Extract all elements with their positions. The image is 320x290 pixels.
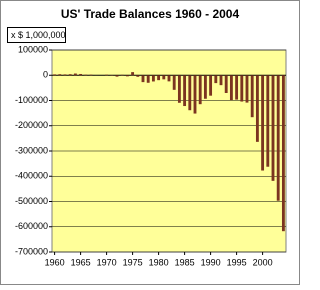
bar [261,75,264,170]
x-tick-label: 1980 [149,257,169,267]
y-tick-label: -700000 [15,246,48,256]
bar [277,75,280,200]
bar [126,75,129,76]
x-tick-label: 1985 [175,257,195,267]
x-tick-label: 1970 [97,257,117,267]
bar [69,74,72,75]
unit-label: x $ 1,000,000 [11,30,66,40]
bar [136,75,139,77]
bar [204,75,207,99]
bar [90,75,93,76]
bar [142,75,145,82]
bar [230,75,233,100]
chart: US' Trade Balances 1960 - 2004 x $ 1,000… [0,0,300,285]
bar [147,75,150,83]
bar [131,72,134,75]
bar [162,75,165,79]
y-tick-label: -200000 [15,120,48,130]
y-tick-label: -600000 [15,221,48,231]
bar [105,75,108,76]
bar [282,75,285,231]
bar [178,75,181,103]
bar [168,75,171,81]
x-tick-label: 1990 [201,257,221,267]
y-tick-label: 100000 [18,44,48,54]
y-tick-label: -300000 [15,145,48,155]
bar [58,74,61,75]
bar [53,74,56,75]
bar [251,75,254,117]
bar [64,74,67,75]
chart-title: US' Trade Balances 1960 - 2004 [61,7,240,21]
bar [235,75,238,99]
bar [152,75,155,81]
x-tick-label: 1975 [123,257,143,267]
bar [272,75,275,181]
y-tick-label: -400000 [15,171,48,181]
bar [173,75,176,90]
x-tick-label: 2000 [253,257,273,267]
bar [84,75,87,76]
bar [199,75,202,104]
bar [188,75,191,110]
bar [183,75,186,106]
y-tick-label: -100000 [15,95,48,105]
bar [246,75,249,102]
bar [116,75,119,76]
bar [214,75,217,83]
y-tick-label: -500000 [15,196,48,206]
y-tick-label: 0 [43,70,48,80]
x-tick-label: 1960 [45,257,65,267]
bar [74,74,77,76]
bar [225,75,228,93]
bar [266,75,269,166]
x-tick-label: 1995 [227,257,247,267]
bar [157,75,160,80]
bar [220,75,223,85]
x-tick-label: 1965 [71,257,91,267]
bar [209,75,212,95]
bar [240,75,243,101]
bar [256,75,259,142]
bar [194,75,197,113]
bar [79,74,82,75]
